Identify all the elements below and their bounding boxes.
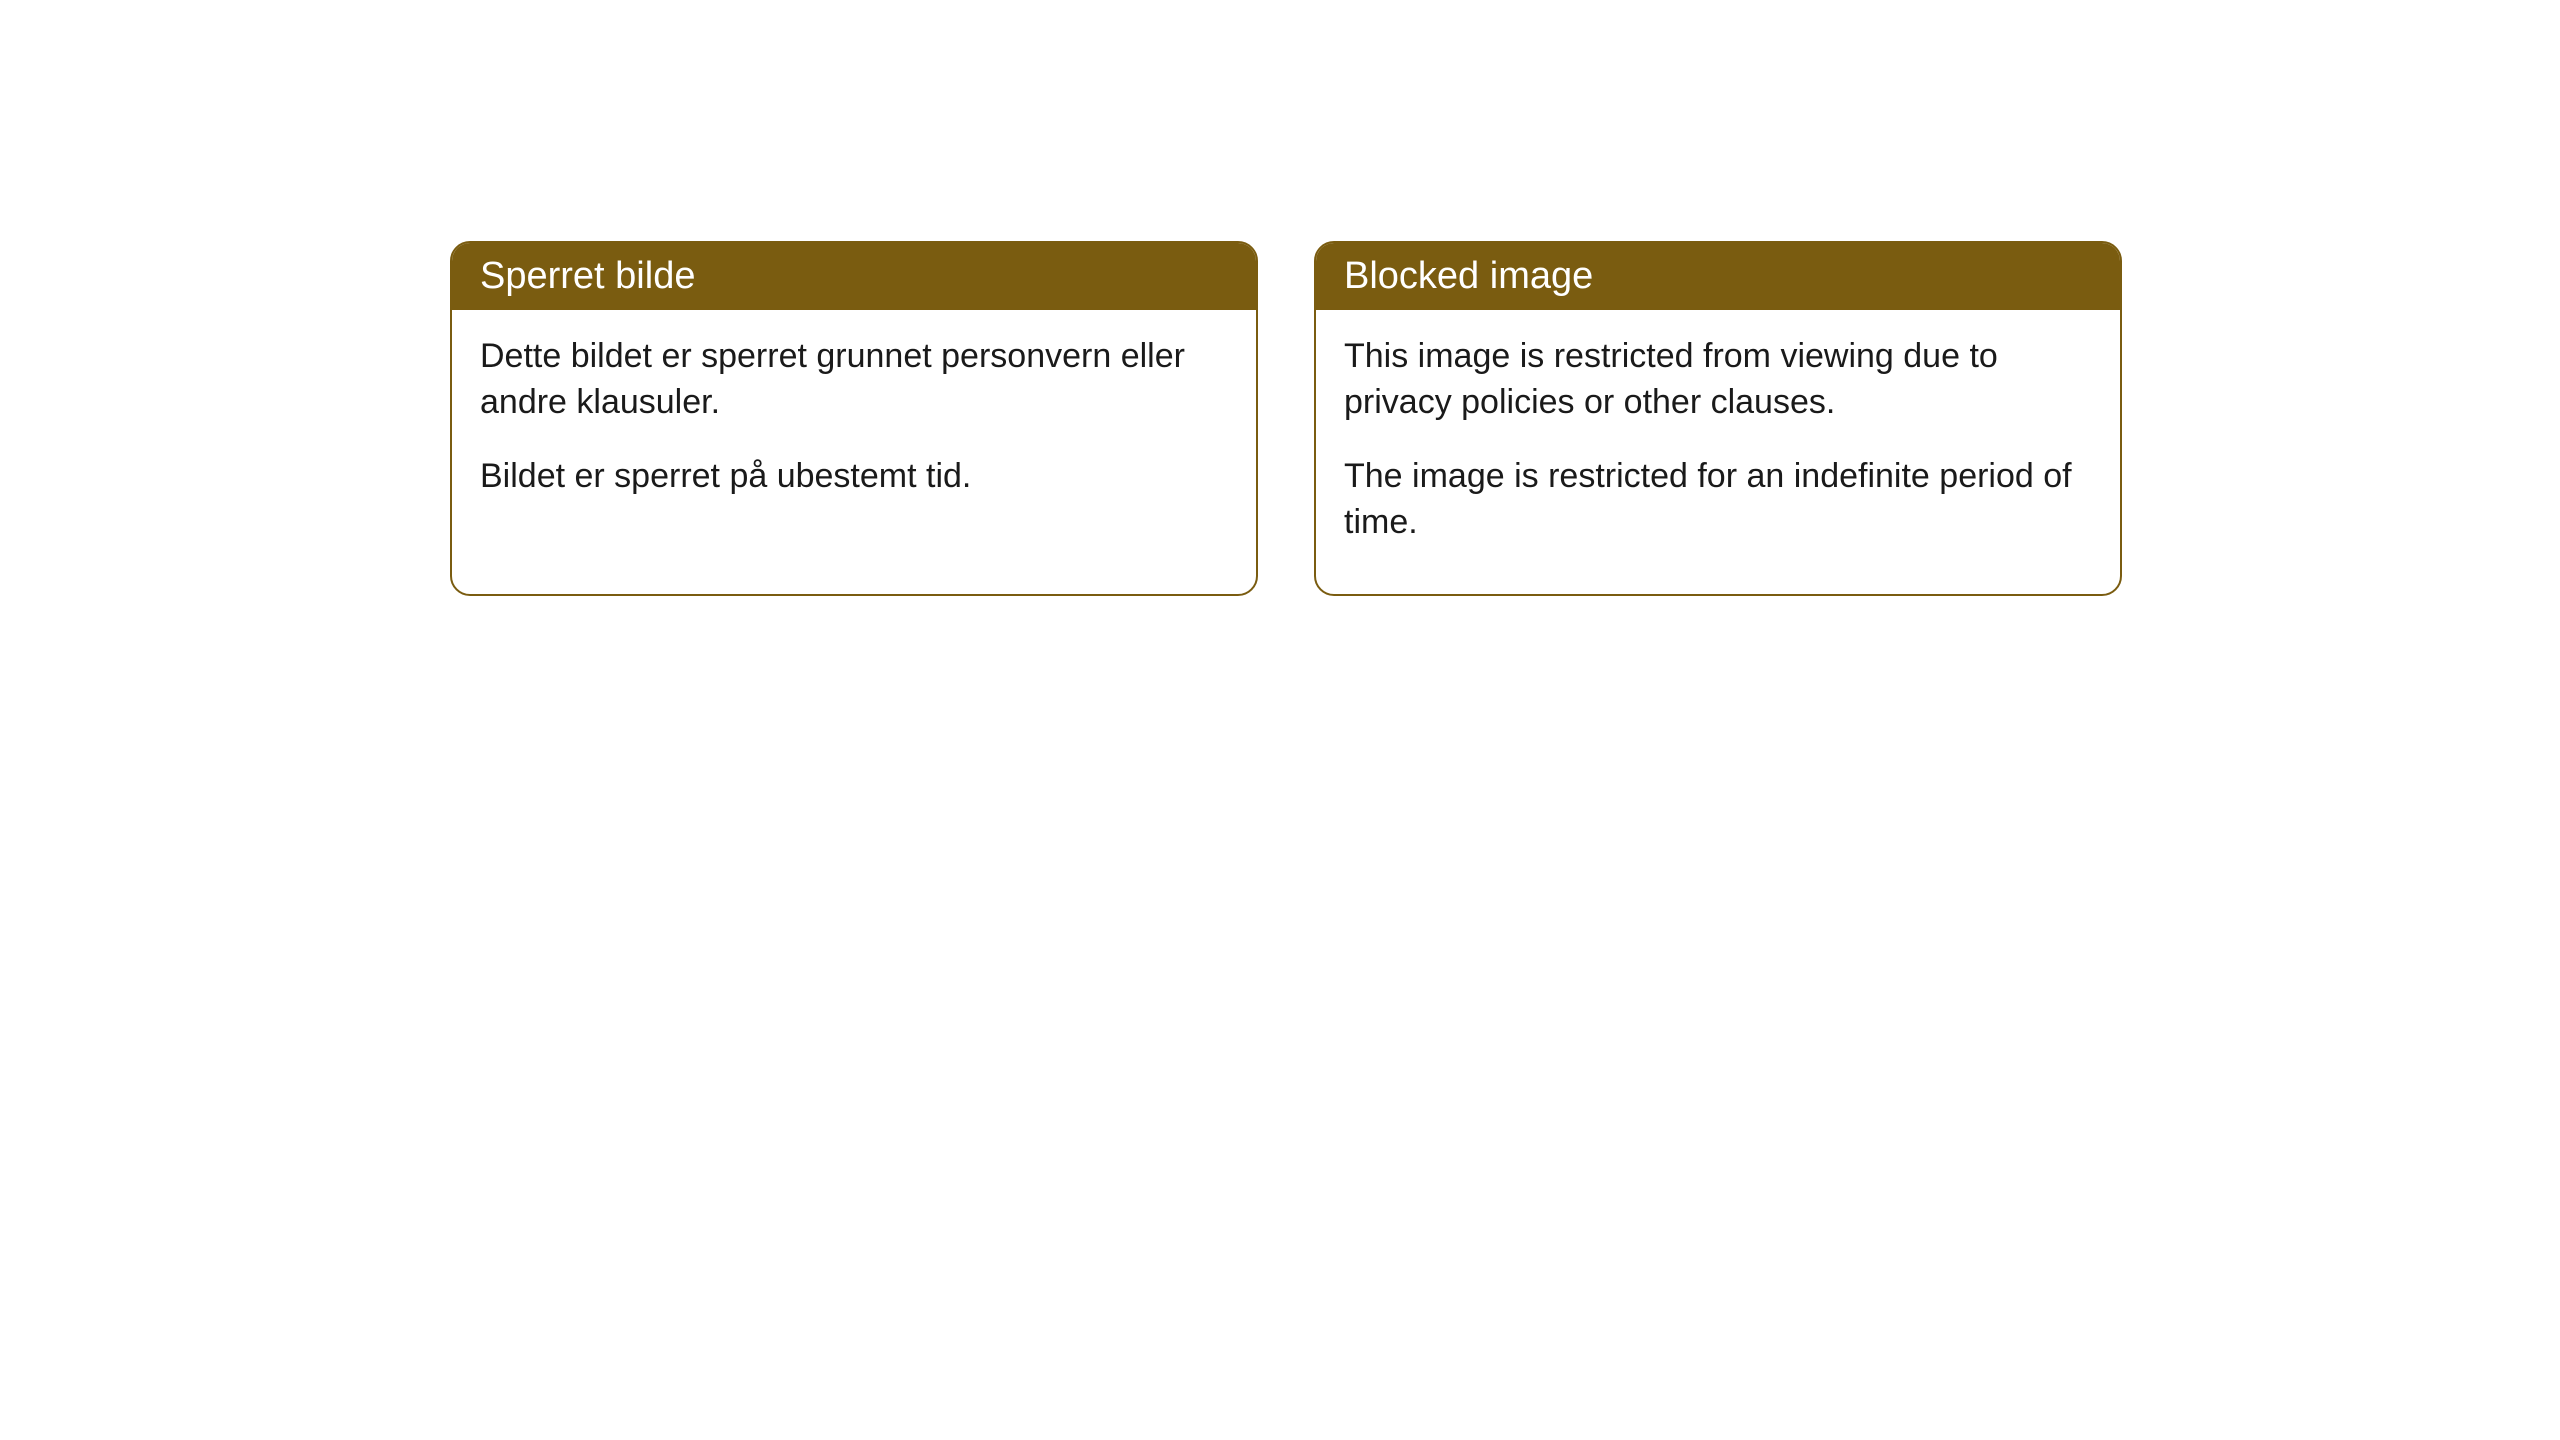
card-header: Blocked image	[1316, 243, 2120, 310]
notice-card-english: Blocked image This image is restricted f…	[1314, 241, 2122, 596]
card-title: Blocked image	[1344, 255, 1593, 297]
card-paragraph: Dette bildet er sperret grunnet personve…	[480, 334, 1228, 426]
card-paragraph: The image is restricted for an indefinit…	[1344, 454, 2092, 546]
card-body: Dette bildet er sperret grunnet personve…	[452, 310, 1256, 548]
notice-card-norwegian: Sperret bilde Dette bildet er sperret gr…	[450, 241, 1258, 596]
notice-cards-container: Sperret bilde Dette bildet er sperret gr…	[450, 241, 2122, 596]
card-paragraph: This image is restricted from viewing du…	[1344, 334, 2092, 426]
card-body: This image is restricted from viewing du…	[1316, 310, 2120, 594]
card-header: Sperret bilde	[452, 243, 1256, 310]
card-paragraph: Bildet er sperret på ubestemt tid.	[480, 454, 1228, 500]
card-title: Sperret bilde	[480, 255, 695, 297]
